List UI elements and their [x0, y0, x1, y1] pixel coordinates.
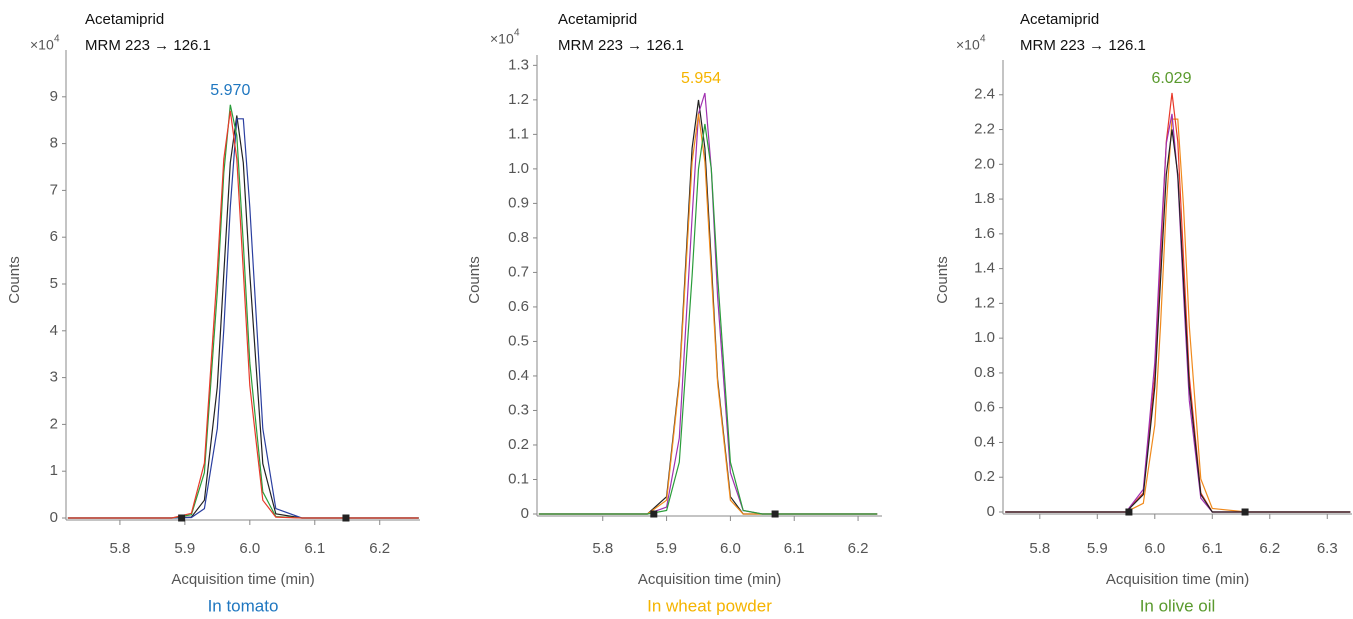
y-multiplier: ×10 — [490, 31, 514, 47]
y-axis-label: Counts — [934, 256, 951, 304]
y-tick-label: 0 — [987, 503, 995, 520]
x-tick-label: 6.3 — [1317, 540, 1338, 557]
x-axis-label: Acquisition time (min) — [1106, 571, 1249, 588]
caption: In tomato — [208, 596, 279, 615]
chart-subtitle: MRM 223 → 126.1 — [85, 37, 211, 54]
y-tick-label: 0.5 — [508, 332, 529, 349]
y-multiplier-exponent: 4 — [54, 34, 60, 45]
x-tick-label: 5.9 — [656, 540, 677, 557]
y-multiplier: ×10 — [30, 37, 54, 53]
x-tick-label: 6.0 — [239, 540, 260, 557]
y-axis-label: Counts — [466, 256, 483, 304]
trace-line — [1005, 129, 1351, 513]
y-multiplier: ×10 — [956, 37, 980, 53]
y-tick-label: 0.6 — [508, 298, 529, 315]
y-tick-label: 0.8 — [974, 364, 995, 381]
chart-title: Acetamiprid — [558, 11, 637, 28]
y-tick-label: 1.2 — [508, 91, 529, 108]
y-tick-label: 0.4 — [508, 367, 529, 384]
chart-title: Acetamiprid — [1020, 11, 1099, 28]
y-tick-label: 0.4 — [974, 433, 995, 450]
x-tick-label: 5.8 — [592, 540, 613, 557]
y-tick-label: 1.0 — [974, 329, 995, 346]
peak-label: 5.970 — [210, 82, 250, 99]
y-tick-label: 0.2 — [508, 436, 529, 453]
x-tick-label: 6.2 — [848, 540, 869, 557]
x-tick-label: 5.9 — [174, 540, 195, 557]
chart-subtitle: MRM 223 → 126.1 — [1020, 37, 1146, 54]
caption: In wheat powder — [647, 596, 772, 615]
y-tick-label: 0.9 — [508, 194, 529, 211]
trace-line — [67, 115, 419, 519]
x-tick-label: 6.0 — [1144, 540, 1165, 557]
y-multiplier-exponent: 4 — [514, 28, 520, 39]
trace-line — [1005, 113, 1351, 513]
y-tick-label: 1.2 — [974, 294, 995, 311]
peak-label: 6.029 — [1151, 70, 1191, 87]
peak-label: 5.954 — [681, 70, 721, 87]
y-tick-label: 1.3 — [508, 56, 529, 73]
x-axis-label: Acquisition time (min) — [638, 571, 781, 588]
y-tick-label: 1.1 — [508, 125, 529, 142]
y-tick-label: 1.4 — [974, 260, 995, 277]
x-tick-label: 5.8 — [1029, 540, 1050, 557]
chart-subtitle: MRM 223 → 126.1 — [558, 37, 684, 54]
integration-marker — [1241, 508, 1249, 516]
y-tick-label: 2.0 — [974, 155, 995, 172]
integration-marker — [1125, 508, 1133, 516]
integration-marker — [771, 510, 779, 518]
y-multiplier-exponent: 4 — [980, 34, 986, 45]
y-tick-label: 0 — [50, 509, 58, 526]
caption: In olive oil — [1140, 596, 1216, 615]
y-tick-label: 8 — [50, 135, 58, 152]
y-tick-label: 0.2 — [974, 468, 995, 485]
y-tick-label: 1 — [50, 462, 58, 479]
x-tick-label: 6.1 — [784, 540, 805, 557]
x-tick-label: 6.2 — [1259, 540, 1280, 557]
integration-marker — [178, 514, 186, 522]
x-tick-label: 5.9 — [1087, 540, 1108, 557]
y-tick-label: 7 — [50, 181, 58, 198]
trace-line — [67, 118, 419, 519]
y-tick-label: 2.4 — [974, 86, 995, 103]
y-tick-label: 1.0 — [508, 160, 529, 177]
y-axis-label: Counts — [6, 256, 23, 304]
x-tick-label: 6.0 — [720, 540, 741, 557]
trace-line — [1005, 92, 1351, 513]
integration-marker — [650, 510, 658, 518]
trace-line — [538, 123, 878, 515]
y-tick-label: 0.6 — [974, 399, 995, 416]
y-tick-label: 0.7 — [508, 263, 529, 280]
trace-line — [538, 92, 878, 515]
y-tick-label: 0.8 — [508, 229, 529, 246]
y-tick-label: 4 — [50, 322, 58, 339]
y-tick-label: 6 — [50, 228, 58, 245]
x-axis-label: Acquisition time (min) — [171, 571, 314, 588]
y-tick-label: 0 — [521, 505, 529, 522]
y-tick-label: 9 — [50, 88, 58, 105]
y-tick-label: 1.6 — [974, 225, 995, 242]
x-tick-label: 6.1 — [304, 540, 325, 557]
trace-line — [538, 113, 878, 515]
y-tick-label: 2.2 — [974, 121, 995, 138]
y-tick-label: 3 — [50, 369, 58, 386]
y-tick-label: 5 — [50, 275, 58, 292]
y-tick-label: 0.3 — [508, 401, 529, 418]
y-tick-label: 1.8 — [974, 190, 995, 207]
integration-marker — [342, 514, 350, 522]
x-tick-label: 5.8 — [109, 540, 130, 557]
x-tick-label: 6.1 — [1202, 540, 1223, 557]
y-tick-label: 0.1 — [508, 470, 529, 487]
trace-line — [538, 99, 878, 515]
x-tick-label: 6.2 — [369, 540, 390, 557]
y-tick-label: 2 — [50, 415, 58, 432]
chart-title: Acetamiprid — [85, 11, 164, 28]
